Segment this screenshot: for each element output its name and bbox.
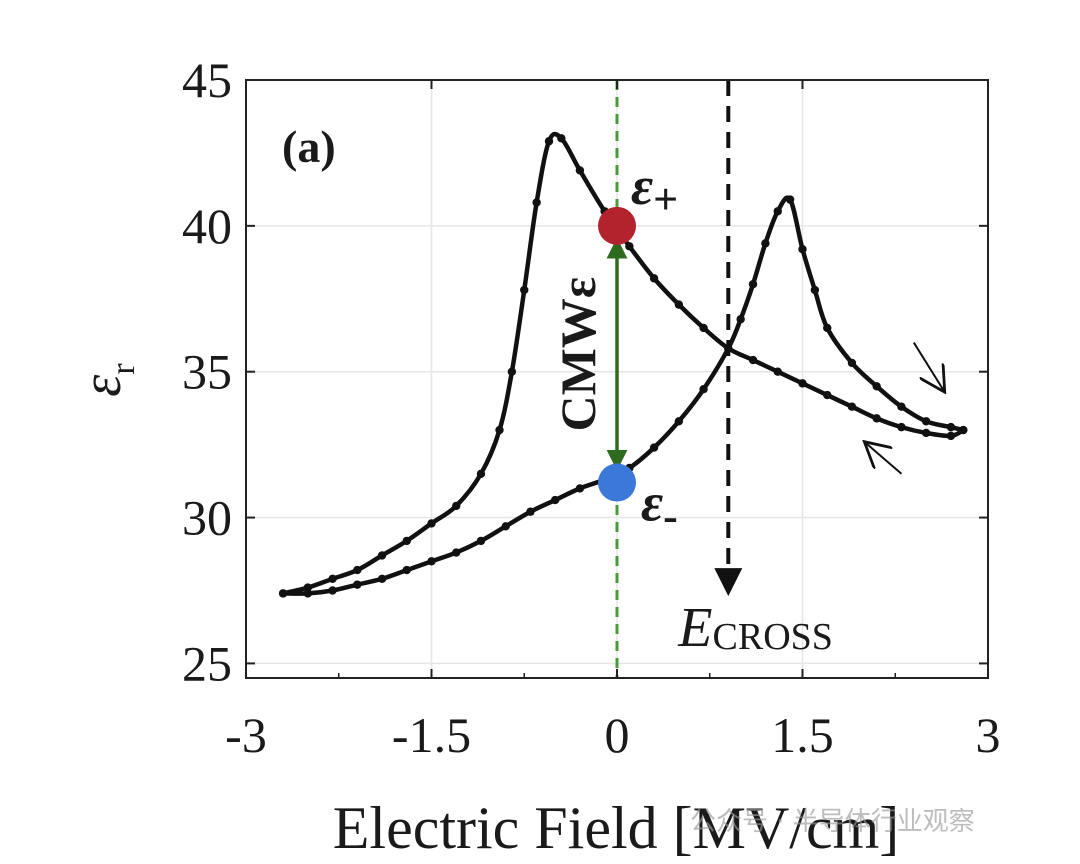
x-tick-label-4: 3	[976, 707, 1001, 763]
panel-label: (a)	[282, 121, 336, 172]
series-1-point-30	[303, 583, 313, 592]
y-axis-label: εr	[71, 363, 142, 397]
series-0-point-26	[823, 323, 832, 333]
series-0-point-8	[476, 536, 486, 546]
series-1-point-29	[328, 574, 337, 584]
series-1-point-24	[452, 501, 461, 511]
eps-minus-subscript: -	[663, 492, 678, 541]
series-0-point-16	[674, 417, 684, 426]
series-0-point-27	[847, 358, 857, 368]
series-layer	[278, 131, 968, 598]
eps-minus-marker	[598, 463, 636, 502]
x-tick-label-1: -1.5	[392, 707, 471, 763]
y-tick-label-0: 25	[182, 635, 232, 691]
series-1-point-8	[773, 367, 782, 376]
series-1-point-23	[476, 469, 486, 479]
series-0-point-2	[328, 586, 337, 595]
cmw-label: CMWε	[550, 277, 606, 432]
series-1-point-13	[649, 274, 659, 283]
series-1-point-26	[402, 536, 411, 546]
series-0-point-20	[748, 279, 758, 289]
series-0-point-10	[526, 507, 535, 516]
x-tick-label-3: 1.5	[771, 707, 834, 763]
series-0-point-1	[303, 589, 313, 598]
ticks: -3 -1.5 0 1.5 3 25 30 35 40 45	[182, 52, 1001, 763]
series-1-point-4	[872, 414, 881, 423]
series-0-point-11	[550, 495, 560, 505]
series-1-point-18	[544, 137, 554, 146]
e-cross-subscript: CROSS	[713, 616, 833, 658]
series-0-point-23	[785, 195, 795, 204]
series-1-point-28	[353, 565, 362, 575]
eps-plus-marker	[598, 206, 636, 245]
series-0-point-19	[736, 315, 745, 324]
series-0-point-30	[921, 417, 931, 426]
series-1-point-21	[507, 367, 517, 376]
e-cross-label: ECROSS	[677, 597, 833, 659]
series-1-point-17	[557, 134, 566, 143]
series-0-point-6	[427, 557, 436, 566]
direction-arrow-0	[912, 342, 945, 393]
series-1-point-5	[847, 402, 857, 411]
series-0-point-22	[773, 207, 782, 216]
series-1-point-3	[897, 422, 906, 432]
series-1-point-20	[520, 285, 529, 295]
series-1-point-22	[495, 425, 504, 435]
series-0-point-7	[452, 548, 461, 557]
watermark: 公众号 · 半导体行业观察	[690, 807, 975, 837]
series-1-point-2	[921, 428, 931, 438]
x-tick-label-2: 0	[605, 707, 630, 763]
series-1-point-31	[278, 589, 288, 598]
series-0-point-12	[575, 484, 585, 493]
series-1-point-0	[959, 425, 968, 435]
eps-plus-symbol: ε	[631, 156, 653, 216]
series-0-point-29	[897, 402, 906, 411]
y-tick-label-3: 40	[182, 198, 232, 254]
y-tick-label-1: 30	[182, 490, 232, 546]
series-0-point-4	[377, 574, 387, 584]
eps-minus-symbol: ε	[641, 473, 663, 533]
y-axis-symbol: ε	[71, 374, 133, 397]
series-1-point-11	[699, 323, 708, 333]
series-0-point-5	[402, 565, 411, 575]
eps-plus-label: ε+	[631, 156, 678, 224]
y-axis-subscript: r	[105, 363, 142, 375]
series-1-point-14	[625, 242, 634, 251]
series-0-point-3	[353, 580, 362, 589]
series-1-point-19	[532, 198, 541, 207]
series-0-point-31	[946, 422, 956, 432]
series-1-point-16	[575, 166, 585, 175]
direction-arrow-1	[864, 442, 903, 475]
series-1-point-25	[427, 519, 436, 528]
eps-minus-label: ε-	[641, 473, 678, 541]
series-line-1	[282, 131, 965, 596]
series-0-point-9	[501, 522, 510, 531]
series-0-point-17	[699, 385, 708, 394]
series-1-point-9	[748, 355, 758, 365]
eps-plus-subscript: +	[653, 175, 678, 224]
series-0-point-21	[761, 239, 770, 248]
x-tick-label-0: -3	[225, 707, 267, 763]
series-0-point-24	[798, 244, 807, 254]
x-axis-label: Electric Field [MV/cm]	[333, 795, 899, 861]
e-cross-symbol: E	[677, 597, 712, 659]
series-0-point-28	[872, 382, 881, 391]
series-1-point-7	[798, 379, 807, 388]
series-1-point-12	[674, 300, 684, 309]
series-1-point-6	[823, 390, 832, 400]
series-0-point-15	[649, 443, 659, 452]
series-1-point-27	[377, 551, 387, 560]
series-line-0	[283, 195, 964, 596]
series-0-point-25	[810, 285, 820, 295]
y-tick-label-4: 45	[182, 52, 232, 108]
y-tick-label-2: 35	[182, 344, 232, 400]
series-1-point-1	[946, 431, 956, 441]
